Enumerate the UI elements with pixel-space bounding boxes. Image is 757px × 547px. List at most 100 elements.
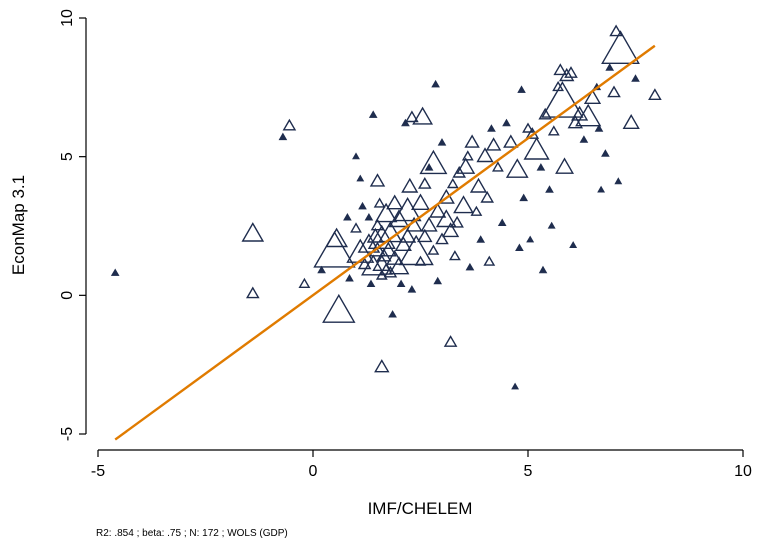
data-point: [433, 276, 443, 285]
data-point: [503, 134, 519, 148]
data-point: [583, 89, 602, 105]
data-point: [358, 201, 367, 210]
data-point: [366, 227, 385, 243]
x-axis-title: IMF/CHELEM: [368, 499, 473, 518]
data-point: [435, 232, 449, 245]
data-point: [383, 265, 398, 278]
data-point: [427, 244, 440, 255]
regression-fit-line: [114, 44, 656, 441]
data-point: [241, 222, 265, 242]
data-point: [407, 285, 417, 293]
data-point: [357, 257, 372, 270]
x-tick-label: -5: [91, 463, 105, 480]
y-tick-label: 0: [59, 291, 76, 300]
data-point: [523, 136, 550, 160]
data-point: [515, 243, 524, 251]
data-point: [517, 85, 526, 93]
data-point: [364, 212, 374, 221]
data-point: [511, 382, 520, 390]
data-point: [470, 205, 483, 216]
data-point: [429, 202, 447, 218]
data-point: [368, 110, 378, 118]
data-point: [485, 137, 502, 151]
data-point: [453, 195, 474, 214]
data-point: [401, 118, 410, 127]
data-point: [346, 238, 375, 263]
data-point: [526, 235, 535, 243]
y-axis-ticks: -5 0 5 10: [59, 9, 86, 441]
data-point: [298, 277, 311, 288]
data-point: [461, 150, 474, 161]
y-axis-title: EconMap 3.1: [9, 175, 28, 275]
data-point: [369, 173, 386, 187]
x-tick-label: 10: [734, 463, 752, 480]
data-point: [558, 67, 575, 82]
data-point: [575, 103, 602, 127]
data-point: [601, 149, 610, 157]
data-point: [396, 279, 406, 288]
data-point: [360, 254, 386, 276]
data-point: [419, 149, 448, 175]
data-point: [379, 241, 397, 257]
data-point: [435, 209, 457, 228]
data-point: [405, 110, 419, 123]
data-point: [386, 194, 404, 210]
data-point: [278, 132, 288, 141]
data-point: [313, 230, 356, 268]
data-point: [374, 359, 390, 373]
data-point: [437, 138, 447, 146]
data-point: [325, 227, 349, 248]
data-point: [410, 193, 431, 211]
x-tick-label: 0: [309, 463, 318, 480]
data-point: [350, 222, 362, 233]
y-tick-label: 5: [59, 152, 76, 161]
data-point: [614, 177, 623, 185]
data-point: [631, 74, 640, 82]
data-point: [545, 185, 554, 193]
data-point: [547, 125, 560, 136]
data-point: [446, 178, 459, 189]
data-point: [464, 134, 480, 148]
data-point: [594, 124, 604, 132]
data-point: [357, 233, 381, 253]
y-tick-label: -5: [59, 427, 76, 441]
data-point: [541, 81, 584, 118]
data-point: [448, 250, 461, 261]
data-point: [622, 113, 640, 130]
data-point: [412, 106, 434, 125]
data-point: [401, 177, 419, 193]
data-point: [609, 24, 624, 37]
data-point: [547, 221, 556, 229]
data-point: [502, 118, 511, 127]
data-point: [388, 310, 397, 318]
data-point: [388, 256, 410, 275]
data-point: [388, 209, 410, 228]
data-point: [431, 79, 440, 88]
data-point: [456, 157, 476, 174]
data-point: [110, 268, 120, 276]
data-point: [476, 235, 486, 243]
data-point: [443, 335, 458, 347]
data-point: [352, 152, 360, 160]
data-point: [522, 122, 534, 133]
chart-note: R2: .854 ; beta: .75 ; N: 172 ; WOLS (GD…: [96, 528, 288, 539]
data-point: [373, 197, 386, 208]
data-point: [450, 215, 464, 228]
data-point: [414, 255, 427, 266]
data-point: [398, 227, 417, 243]
data-point: [441, 222, 460, 238]
data-points-layer: [110, 24, 662, 390]
y-tick-label: 10: [59, 9, 76, 27]
data-point: [487, 124, 496, 132]
data-point: [345, 273, 354, 282]
data-point: [605, 63, 615, 71]
data-point: [424, 163, 434, 171]
x-axis-ticks: -5 0 5 10: [91, 450, 752, 480]
data-point: [322, 293, 356, 323]
data-point: [452, 165, 467, 178]
data-point: [597, 185, 606, 193]
data-point: [505, 158, 529, 178]
data-point: [317, 265, 326, 274]
